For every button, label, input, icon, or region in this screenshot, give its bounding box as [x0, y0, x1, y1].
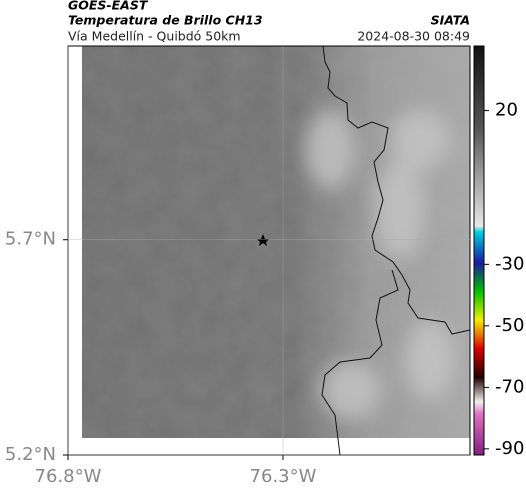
colorbar-tick-label: -70 — [495, 376, 524, 397]
region: Vía Medellín - Quibdó 50km — [68, 29, 241, 44]
source: SIATA — [431, 13, 470, 28]
satellite: GOES-EAST — [68, 0, 149, 13]
colorbar-tick-label: -50 — [495, 315, 524, 336]
timestamp: 2024-08-30 08:49 — [357, 29, 470, 44]
y-tick-label: 5.2°N — [5, 444, 56, 465]
colorbar-tick-label: -90 — [495, 438, 524, 459]
boundaries — [321, 45, 471, 456]
x-tick-label: 76.3°W — [250, 466, 317, 487]
x-tick-label: 76.8°W — [35, 466, 102, 487]
y-tick-label: 5.7°N — [5, 229, 56, 250]
product: Temperatura de Brillo CH13 — [68, 13, 263, 28]
satellite-image — [82, 46, 470, 438]
colorbar-tick-label: 20 — [495, 100, 518, 121]
colorbar — [473, 45, 485, 456]
colorbar-tick-label: -30 — [495, 253, 524, 274]
